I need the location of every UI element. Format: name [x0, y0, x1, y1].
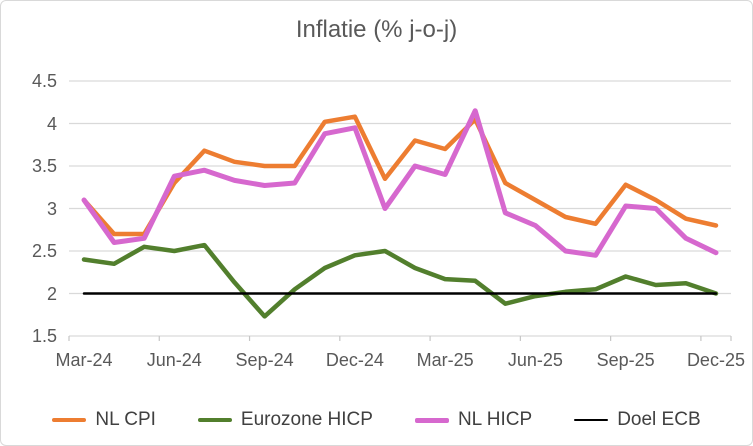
chart-title: Inflatie (% j-o-j) — [295, 16, 458, 43]
legend-label: Doel ECB — [617, 409, 701, 430]
x-axis-label: Mar-24 — [55, 350, 113, 370]
y-axis-label: 2 — [46, 283, 57, 304]
x-axis-label: Mar-25 — [416, 350, 474, 370]
x-axis-label: Sep-24 — [235, 350, 294, 370]
y-axis-label: 4.5 — [31, 71, 57, 91]
legend-label: NL HICP — [457, 409, 533, 430]
legend-label: Eurozone HICP — [240, 409, 373, 430]
x-axis-label: Dec-25 — [686, 350, 745, 370]
y-axis-label: 1.5 — [31, 326, 57, 346]
x-axis-label: Jun-25 — [507, 350, 563, 370]
x-axis-label: Sep-25 — [596, 350, 655, 370]
legend-label: NL CPI — [95, 409, 156, 430]
legend-line-swatch — [414, 417, 449, 423]
legend-item-doel-ecb: Doel ECB — [574, 409, 701, 431]
legend-item-nl-hicp: NL HICP — [414, 409, 533, 431]
series-nl-cpi — [81, 114, 719, 237]
legend-line-swatch — [52, 417, 87, 423]
legend-line-swatch — [574, 418, 609, 422]
y-axis-label: 2.5 — [31, 241, 57, 261]
y-axis-label: 4 — [46, 113, 57, 134]
series-nl-hicp — [81, 108, 719, 258]
legend-line-swatch — [197, 417, 232, 423]
y-axis-label: 3.5 — [31, 156, 57, 176]
legend: NL CPI Eurozone HICP NL HICP Doel ECB — [1, 409, 752, 431]
series-eurozone-hicp — [81, 242, 719, 319]
x-axis-label: Jun-24 — [146, 350, 202, 370]
legend-item-eurozone-hicp: Eurozone HICP — [197, 409, 373, 431]
x-axis-label: Dec-24 — [325, 350, 384, 370]
legend-item-nl-cpi: NL CPI — [52, 409, 156, 431]
y-axis-label: 3 — [46, 198, 57, 219]
